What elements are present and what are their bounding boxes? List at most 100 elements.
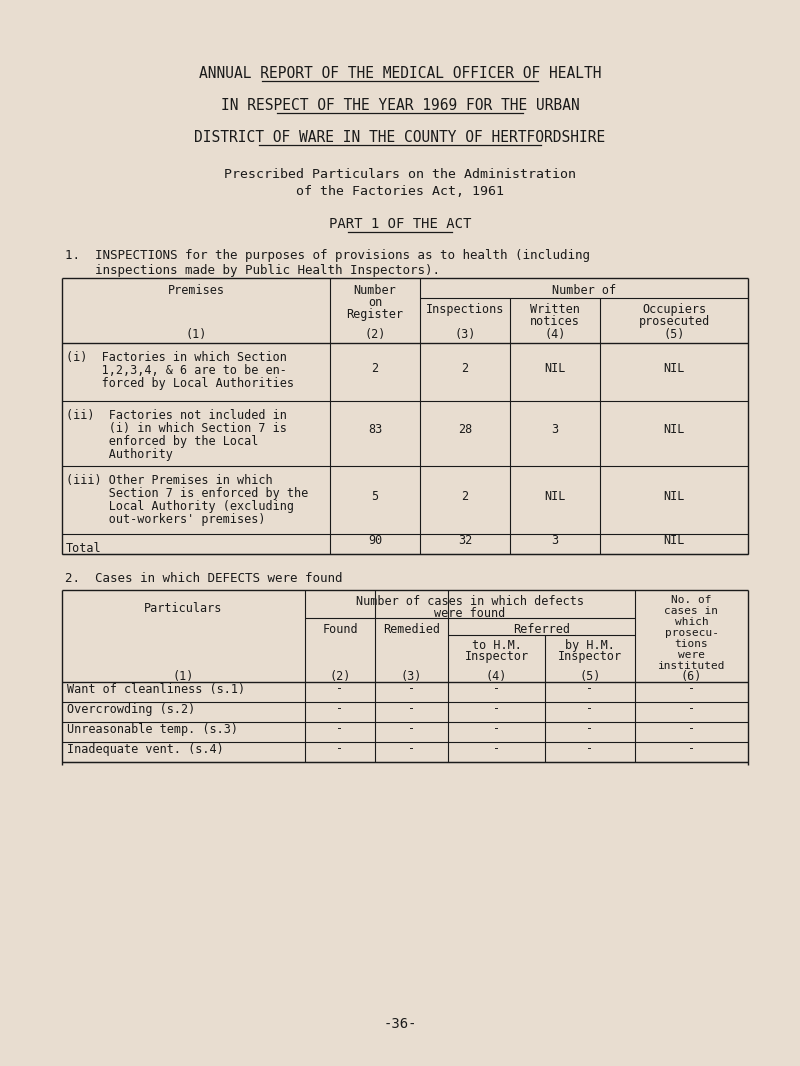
Text: Written: Written (530, 303, 580, 316)
Text: 3: 3 (551, 533, 558, 547)
Text: Number of cases in which defects: Number of cases in which defects (356, 595, 584, 608)
Text: NIL: NIL (663, 361, 685, 374)
Text: (2): (2) (330, 671, 350, 683)
Text: were: were (678, 650, 705, 660)
Text: -36-: -36- (383, 1017, 417, 1031)
Text: Inspector: Inspector (558, 650, 622, 663)
Text: (2): (2) (364, 328, 386, 341)
Text: 2: 2 (371, 361, 378, 374)
Text: -: - (408, 723, 415, 736)
Text: -: - (586, 723, 594, 736)
Text: which: which (674, 617, 708, 627)
Text: (i)  Factories in which Section: (i) Factories in which Section (66, 351, 287, 364)
Text: prosecu-: prosecu- (665, 628, 718, 637)
Text: notices: notices (530, 314, 580, 328)
Text: 32: 32 (458, 533, 472, 547)
Text: Particulars: Particulars (144, 602, 222, 615)
Text: by H.M.: by H.M. (565, 639, 615, 652)
Text: (3): (3) (454, 328, 476, 341)
Text: Occupiers: Occupiers (642, 303, 706, 316)
Text: (ii)  Factories not included in: (ii) Factories not included in (66, 409, 287, 422)
Text: Found: Found (322, 623, 358, 636)
Text: of the Factories Act, 1961: of the Factories Act, 1961 (296, 185, 504, 198)
Text: -: - (586, 702, 594, 715)
Text: 1.  INSPECTIONS for the purposes of provisions as to health (including: 1. INSPECTIONS for the purposes of provi… (65, 249, 590, 262)
Text: -: - (337, 702, 343, 715)
Text: 5: 5 (371, 489, 378, 502)
Text: on: on (368, 296, 382, 309)
Text: inspections made by Public Health Inspectors).: inspections made by Public Health Inspec… (65, 264, 440, 277)
Text: Remedied: Remedied (383, 623, 440, 636)
Text: Unreasonable temp. (s.3): Unreasonable temp. (s.3) (67, 723, 238, 736)
Text: Referred: Referred (513, 623, 570, 636)
Text: 28: 28 (458, 423, 472, 436)
Text: Total: Total (66, 542, 102, 555)
Text: -: - (493, 702, 500, 715)
Text: (4): (4) (486, 671, 507, 683)
Text: tions: tions (674, 639, 708, 649)
Text: (1): (1) (186, 328, 206, 341)
Text: -: - (408, 743, 415, 756)
Text: (3): (3) (401, 671, 422, 683)
Text: Local Authority (excluding: Local Authority (excluding (66, 500, 294, 513)
Text: -: - (586, 682, 594, 695)
Text: Want of cleanliness (s.1): Want of cleanliness (s.1) (67, 682, 245, 695)
Text: -: - (688, 743, 695, 756)
Text: (iii) Other Premises in which: (iii) Other Premises in which (66, 474, 273, 487)
Text: Inspector: Inspector (465, 650, 529, 663)
Text: Number: Number (354, 284, 396, 297)
Text: were found: were found (434, 607, 506, 620)
Text: PART 1 OF THE ACT: PART 1 OF THE ACT (329, 217, 471, 231)
Text: IN RESPECT OF THE YEAR 1969 FOR THE URBAN: IN RESPECT OF THE YEAR 1969 FOR THE URBA… (221, 98, 579, 113)
Text: -: - (337, 723, 343, 736)
Text: 2: 2 (462, 361, 469, 374)
Text: -: - (337, 743, 343, 756)
Text: 2: 2 (462, 489, 469, 502)
Text: Authority: Authority (66, 448, 173, 461)
Text: -: - (688, 702, 695, 715)
Text: Section 7 is enforced by the: Section 7 is enforced by the (66, 487, 308, 500)
Text: -: - (337, 682, 343, 695)
Text: NIL: NIL (663, 423, 685, 436)
Text: Premises: Premises (167, 284, 225, 297)
Text: out-workers' premises): out-workers' premises) (66, 513, 266, 526)
Text: Inadequate vent. (s.4): Inadequate vent. (s.4) (67, 743, 224, 756)
Text: 2.  Cases in which DEFECTS were found: 2. Cases in which DEFECTS were found (65, 572, 342, 585)
Text: Register: Register (346, 308, 403, 321)
Text: 1,2,3,4, & 6 are to be en-: 1,2,3,4, & 6 are to be en- (66, 364, 287, 377)
Text: Inspections: Inspections (426, 303, 504, 316)
Text: cases in: cases in (665, 605, 718, 616)
Text: (5): (5) (663, 328, 685, 341)
Text: (5): (5) (579, 671, 601, 683)
Text: 83: 83 (368, 423, 382, 436)
Text: -: - (688, 723, 695, 736)
Text: (i) in which Section 7 is: (i) in which Section 7 is (66, 422, 287, 435)
Text: NIL: NIL (544, 489, 566, 502)
Text: -: - (493, 743, 500, 756)
Text: enforced by the Local: enforced by the Local (66, 435, 258, 448)
Text: Overcrowding (s.2): Overcrowding (s.2) (67, 702, 195, 715)
Text: DISTRICT OF WARE IN THE COUNTY OF HERTFORDSHIRE: DISTRICT OF WARE IN THE COUNTY OF HERTFO… (194, 130, 606, 145)
Text: Prescribed Particulars on the Administration: Prescribed Particulars on the Administra… (224, 168, 576, 181)
Text: Number of: Number of (552, 284, 616, 297)
Text: instituted: instituted (658, 661, 726, 671)
Text: to H.M.: to H.M. (471, 639, 522, 652)
Text: -: - (688, 682, 695, 695)
Text: 90: 90 (368, 533, 382, 547)
Text: -: - (493, 682, 500, 695)
Text: NIL: NIL (663, 489, 685, 502)
Text: -: - (408, 702, 415, 715)
Text: ANNUAL REPORT OF THE MEDICAL OFFICER OF HEALTH: ANNUAL REPORT OF THE MEDICAL OFFICER OF … (198, 66, 602, 81)
Text: (6): (6) (681, 671, 702, 683)
Text: -: - (493, 723, 500, 736)
Text: 3: 3 (551, 423, 558, 436)
Text: No. of: No. of (671, 595, 712, 605)
Text: (1): (1) (173, 671, 194, 683)
Text: -: - (586, 743, 594, 756)
Text: forced by Local Authorities: forced by Local Authorities (66, 377, 294, 390)
Text: prosecuted: prosecuted (638, 314, 710, 328)
Text: NIL: NIL (544, 361, 566, 374)
Text: NIL: NIL (663, 533, 685, 547)
Text: -: - (408, 682, 415, 695)
Text: (4): (4) (544, 328, 566, 341)
